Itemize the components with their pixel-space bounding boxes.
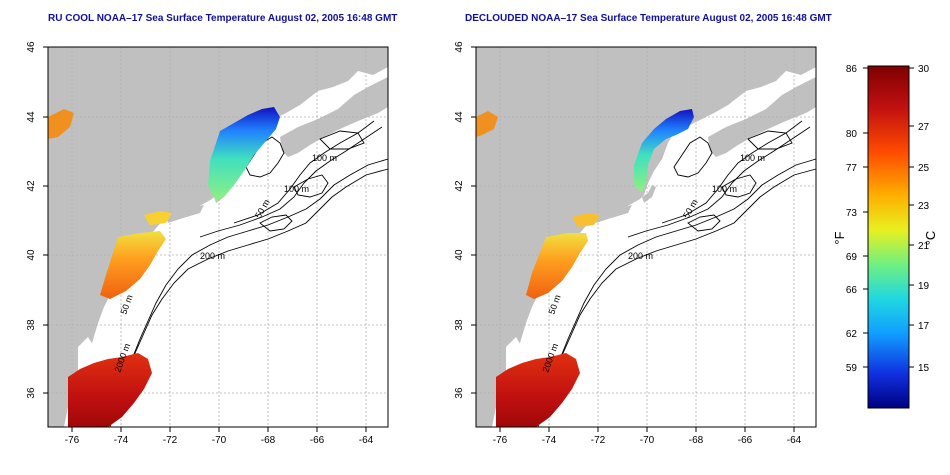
fahrenheit-tick-label: 73 xyxy=(846,208,858,219)
celsius-tick-label: 19 xyxy=(918,281,930,292)
sst-patch-gulf-of-maine xyxy=(208,107,280,201)
fahrenheit-tick-label: 69 xyxy=(846,252,858,263)
contour-label: 100 m xyxy=(740,153,765,163)
x-tick-label: -72 xyxy=(591,435,606,446)
x-axis-labels: -76 -74 -72 -70 -68 -66 -64 xyxy=(65,435,374,446)
x-tick-label: -74 xyxy=(114,435,129,446)
fahrenheit-tick-label: 59 xyxy=(846,363,858,374)
color-bar-gradient xyxy=(867,65,910,409)
fahrenheit-tick-label: 66 xyxy=(846,285,858,296)
x-tick-label: -66 xyxy=(310,435,325,446)
contour-label: 100 m xyxy=(312,153,337,163)
sst-patch-long-island xyxy=(572,213,600,227)
x-tick-label: -74 xyxy=(542,435,557,446)
x-axis-ticks xyxy=(71,427,367,432)
y-tick-label: 44 xyxy=(454,111,465,123)
map-title-right: DECLOUDED NOAA–17 Sea Surface Temperatur… xyxy=(465,13,832,24)
y-axis-labels: 36 38 40 42 44 46 xyxy=(454,41,465,399)
y-axis-ticks xyxy=(43,46,48,394)
celsius-tick-labels: 30 27 25 23 21 19 17 15 xyxy=(918,64,930,374)
y-axis-labels: 36 38 40 42 44 46 xyxy=(26,41,37,399)
x-tick-label: -76 xyxy=(493,435,508,446)
y-tick-label: 42 xyxy=(454,180,465,192)
x-tick-label: -64 xyxy=(359,435,374,446)
contour-label: 200 m xyxy=(200,251,225,261)
map-panel-right: 100 m 100 m 50 m 200 m 50 m 2000 m -76 -… xyxy=(454,41,817,446)
x-axis-labels: -76 -74 -72 -70 -68 -66 -64 xyxy=(493,435,802,446)
map-frame xyxy=(47,46,389,428)
x-tick-label: -76 xyxy=(65,435,80,446)
y-tick-label: 42 xyxy=(26,180,37,192)
y-tick-label: 36 xyxy=(454,387,465,399)
contour-label: 200 m xyxy=(628,251,653,261)
celsius-tick-label: 21 xyxy=(918,241,930,252)
y-tick-label: 46 xyxy=(454,41,465,53)
sst-patch-gulf-of-maine xyxy=(634,109,694,193)
y-tick-label: 38 xyxy=(26,319,37,331)
x-tick-label: -70 xyxy=(212,435,227,446)
fahrenheit-tick-label: 62 xyxy=(846,329,858,340)
celsius-tick-label: 15 xyxy=(918,363,930,374)
contour-label: 100 m xyxy=(284,184,309,194)
fahrenheit-tick-label: 77 xyxy=(846,163,858,174)
x-tick-label: -70 xyxy=(640,435,655,446)
fahrenheit-tick-label: 86 xyxy=(846,64,858,75)
map-panel-left: 100 m 100 m 50 m 200 m 50 m 2000 m -76 -… xyxy=(26,41,389,446)
sst-patch-nj-coast xyxy=(100,231,166,299)
celsius-tick-label: 30 xyxy=(918,64,930,75)
celsius-tick-label: 17 xyxy=(918,321,930,332)
map-title-left: RU COOL NOAA–17 Sea Surface Temperature … xyxy=(48,13,398,24)
color-bar: 86 80 77 73 69 66 62 59 30 27 25 23 21 1… xyxy=(832,64,938,409)
x-tick-label: -72 xyxy=(163,435,178,446)
x-tick-label: -68 xyxy=(261,435,276,446)
x-tick-label: -64 xyxy=(787,435,802,446)
celsius-tick-label: 27 xyxy=(918,122,930,133)
sst-patch-nova-scotia-coast xyxy=(476,111,498,137)
y-tick-label: 40 xyxy=(454,249,465,261)
y-tick-label: 40 xyxy=(26,249,37,261)
y-tick-label: 46 xyxy=(26,41,37,53)
celsius-unit-label: °C xyxy=(923,231,938,246)
fahrenheit-tick-labels: 86 80 77 73 69 66 62 59 xyxy=(846,64,858,374)
y-tick-label: 36 xyxy=(26,387,37,399)
y-tick-label: 38 xyxy=(454,319,465,331)
contour-label: 100 m xyxy=(712,184,737,194)
color-bar-ticks xyxy=(863,67,914,368)
x-axis-ticks xyxy=(499,427,795,432)
sst-patch-nj-coast xyxy=(526,233,588,299)
x-tick-label: -68 xyxy=(689,435,704,446)
fahrenheit-tick-label: 80 xyxy=(846,129,858,140)
fahrenheit-unit-label: °F xyxy=(832,231,847,244)
map-frame xyxy=(475,46,817,428)
celsius-tick-label: 25 xyxy=(918,163,930,174)
x-tick-label: -66 xyxy=(738,435,753,446)
celsius-tick-label: 23 xyxy=(918,201,930,212)
y-tick-label: 44 xyxy=(26,111,37,123)
sst-patch-long-island xyxy=(144,211,172,225)
y-axis-ticks xyxy=(471,46,476,394)
sst-patch-nova-scotia-coast xyxy=(48,109,74,139)
